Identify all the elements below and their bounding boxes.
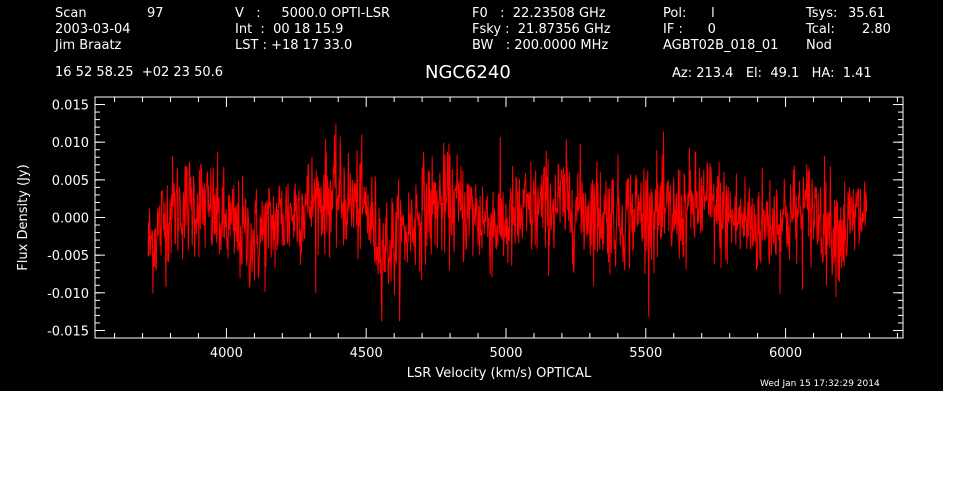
source-coordinates: 16 52 58.25 +02 23 50.6	[55, 65, 224, 80]
x-tick-label: 4500	[350, 346, 383, 361]
session-id: AGBT02B_018_01	[663, 38, 779, 53]
x-tick-label: 5000	[489, 346, 522, 361]
x-tick-label: 6000	[769, 346, 802, 361]
y-tick-label: -0.015	[47, 324, 89, 339]
plot-timestamp: Wed Jan 15 17:32:29 2014	[760, 379, 880, 389]
tsys-label: Tsys:	[806, 6, 838, 21]
y-tick-label: -0.010	[47, 287, 89, 302]
y-tick-label: -0.005	[47, 249, 89, 264]
spectrum-layer	[147, 123, 868, 322]
polarization-line: Pol: l	[663, 6, 715, 21]
pointing-info: Az: 213.4 El: 49.1 HA: 1.41	[672, 66, 872, 81]
observing-mode: Nod	[806, 38, 832, 53]
y-tick-label: 0.005	[52, 174, 89, 189]
x-tick-labels: 4000 4500 5000 5500 6000	[210, 346, 802, 361]
source-name: NGC6240	[425, 62, 511, 83]
tcal-label: Tcal:	[806, 22, 835, 37]
x-tick-label: 5500	[629, 346, 662, 361]
spectrum-chart: -0.015 -0.010 -0.005 0.000 0.005 0.010 0.015 4…	[16, 96, 904, 381]
tsys-value: 35.61	[848, 6, 886, 21]
x-tick-label: 4000	[210, 346, 243, 361]
y-tick-labels: -0.015 -0.010 -0.005 0.000 0.005 0.010 0.015	[47, 99, 89, 340]
x-axis-title: LSR Velocity (km/s) OPTICAL	[407, 366, 592, 381]
y-tick-label: 0.010	[52, 136, 89, 151]
y-axis-title: Flux Density (Jy)	[16, 164, 31, 270]
lst-line: LST : +18 17 33.0	[235, 38, 353, 53]
tcal-value: 2.80	[862, 22, 891, 37]
plot-panel: Scan 97 2003-03-04 Jim Braatz V : 5000.0…	[0, 0, 943, 391]
y-tick-label: 0.000	[52, 212, 89, 227]
integration-line: Int : 00 18 15.9	[235, 22, 344, 37]
if-line: IF : 0	[663, 22, 716, 37]
ticks-layer	[95, 96, 903, 339]
spectrum-series-line	[147, 123, 868, 322]
y-tick-label: 0.015	[52, 99, 89, 114]
rest-frequency-line: F0 : 22.23508 GHz	[472, 6, 606, 21]
scan-value: 97	[147, 6, 164, 21]
obs-date: 2003-03-04	[55, 22, 131, 37]
bandwidth-line: BW : 200.0000 MHz	[472, 38, 609, 53]
observer-name: Jim Braatz	[55, 38, 122, 53]
scan-label: Scan	[55, 6, 87, 21]
sky-frequency-line: Fsky : 21.87356 GHz	[472, 22, 611, 37]
velocity-line: V : 5000.0 OPTI-LSR	[235, 6, 391, 21]
